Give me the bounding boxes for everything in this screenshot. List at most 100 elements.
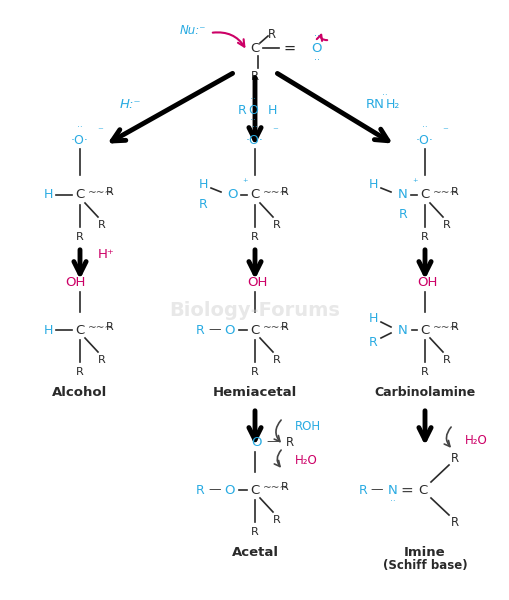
- Text: Alcohol: Alcohol: [52, 385, 107, 398]
- Text: H:⁻: H:⁻: [119, 98, 140, 112]
- Text: ~~~: ~~~: [88, 323, 114, 333]
- Text: ··: ··: [381, 91, 387, 100]
- Text: H: H: [367, 179, 377, 191]
- Text: R: R: [368, 335, 377, 349]
- Text: ⁻: ⁻: [271, 126, 277, 136]
- Text: C: C: [75, 188, 84, 202]
- Text: C: C: [75, 323, 84, 337]
- Text: ··: ··: [314, 55, 319, 65]
- Text: R: R: [106, 322, 114, 332]
- Text: O: O: [247, 103, 258, 116]
- Text: R: R: [442, 355, 450, 365]
- Text: —: —: [208, 484, 221, 497]
- Text: ~~~: ~~~: [432, 188, 458, 198]
- Text: R: R: [450, 515, 458, 529]
- Text: R: R: [250, 232, 259, 242]
- Text: —: —: [370, 484, 382, 497]
- Text: H₂: H₂: [385, 98, 400, 112]
- Text: =: =: [400, 482, 413, 497]
- Text: R: R: [273, 355, 280, 365]
- Text: O: O: [224, 323, 235, 337]
- Text: R: R: [98, 220, 106, 230]
- Text: Hemiacetal: Hemiacetal: [212, 385, 297, 398]
- Text: R: R: [250, 70, 259, 82]
- Text: ⁻: ⁻: [97, 126, 103, 136]
- Text: R: R: [450, 187, 458, 197]
- Text: ~~~: ~~~: [263, 323, 289, 333]
- Text: Imine: Imine: [404, 545, 445, 559]
- Text: OH: OH: [246, 275, 267, 289]
- Text: ~~~: ~~~: [432, 323, 458, 333]
- Text: R: R: [76, 367, 83, 377]
- Text: ⁺: ⁺: [242, 178, 247, 188]
- Text: Carbinolamine: Carbinolamine: [374, 385, 475, 398]
- Text: =: =: [284, 40, 296, 55]
- Text: C: C: [250, 323, 259, 337]
- Text: R: R: [250, 527, 259, 537]
- Text: ·O·: ·O·: [245, 133, 264, 146]
- Text: R: R: [267, 28, 275, 41]
- Text: C: C: [250, 484, 259, 497]
- Text: ··: ··: [249, 95, 256, 104]
- Text: R: R: [273, 515, 280, 525]
- Text: N: N: [398, 323, 407, 337]
- Text: RN: RN: [365, 98, 384, 112]
- Text: R: R: [358, 484, 366, 497]
- Text: R: R: [420, 367, 428, 377]
- Text: R: R: [280, 482, 288, 492]
- Text: R: R: [273, 220, 280, 230]
- Text: N: N: [387, 484, 397, 497]
- Text: —: —: [266, 436, 279, 449]
- Text: C: C: [250, 188, 259, 202]
- Text: R: R: [280, 322, 288, 332]
- Text: ⁻: ⁻: [441, 126, 447, 136]
- Text: O: O: [311, 41, 322, 55]
- Text: ~~~: ~~~: [263, 483, 289, 493]
- Text: OH: OH: [416, 275, 436, 289]
- Text: R: R: [442, 220, 450, 230]
- Text: Nu:⁻: Nu:⁻: [179, 23, 206, 37]
- Text: C: C: [419, 323, 429, 337]
- Text: C: C: [250, 41, 259, 55]
- Text: ~~~: ~~~: [88, 188, 114, 198]
- Text: H: H: [367, 311, 377, 325]
- Text: R: R: [398, 208, 407, 221]
- Text: —: —: [208, 323, 221, 337]
- Text: R: R: [450, 451, 458, 464]
- Text: Biology-Forums: Biology-Forums: [169, 301, 340, 319]
- Text: R: R: [450, 322, 458, 332]
- Text: R: R: [198, 199, 207, 211]
- Text: H: H: [198, 179, 207, 191]
- Text: Acetal: Acetal: [231, 545, 278, 559]
- Text: R: R: [250, 367, 259, 377]
- Text: ··: ··: [389, 497, 395, 506]
- Text: OH: OH: [65, 275, 85, 289]
- Text: R: R: [420, 232, 428, 242]
- Text: O: O: [251, 436, 262, 449]
- Text: ··: ··: [77, 124, 82, 133]
- Text: O: O: [224, 484, 235, 497]
- Text: R: R: [76, 232, 83, 242]
- Text: R: R: [195, 323, 204, 337]
- Text: ROH: ROH: [294, 421, 321, 433]
- Text: H₂O: H₂O: [294, 454, 317, 467]
- Text: ·O·: ·O·: [71, 133, 89, 146]
- Text: O: O: [228, 188, 238, 202]
- Text: R: R: [106, 187, 114, 197]
- Text: H⁺: H⁺: [98, 248, 115, 262]
- Text: R: R: [98, 355, 106, 365]
- Text: R: R: [280, 187, 288, 197]
- Text: (Schiff base): (Schiff base): [382, 559, 466, 572]
- Text: ·O·: ·O·: [415, 133, 433, 146]
- Text: H: H: [43, 188, 52, 202]
- Text: H: H: [267, 103, 277, 116]
- Text: ··: ··: [249, 116, 256, 125]
- Text: H: H: [43, 323, 52, 337]
- Text: ~~~: ~~~: [263, 188, 289, 198]
- Text: R: R: [286, 436, 294, 449]
- Text: C: C: [419, 188, 429, 202]
- Text: ··: ··: [314, 31, 319, 41]
- Text: R: R: [195, 484, 204, 497]
- Text: N: N: [398, 188, 407, 202]
- Text: C: C: [417, 484, 427, 497]
